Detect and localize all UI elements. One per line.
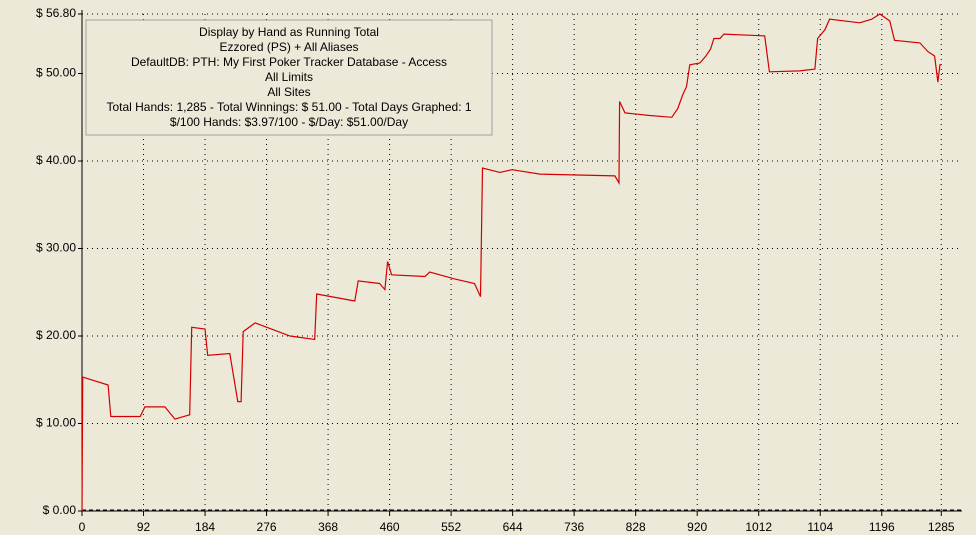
x-tick-label: 184 <box>195 520 215 534</box>
x-tick-label: 644 <box>503 520 523 534</box>
info-box-bg <box>85 19 493 136</box>
x-tick-label: 1196 <box>869 520 895 534</box>
x-tick-label: 552 <box>441 520 461 534</box>
info-line: Total Hands: 1,285 - Total Winnings: $ 5… <box>106 100 471 114</box>
y-tick-label: $ 56.80 <box>36 6 76 20</box>
y-tick-label: $ 50.00 <box>36 66 76 80</box>
x-tick-label: 828 <box>626 520 646 534</box>
info-line: Display by Hand as Running Total <box>199 25 379 39</box>
running-total-line <box>81 13 942 512</box>
x-tick-label: 1285 <box>928 520 955 534</box>
x-tick-label: 0 <box>79 520 86 534</box>
x-tick-label: 276 <box>257 520 277 534</box>
x-tick-label: 460 <box>380 520 400 534</box>
info-line: $/100 Hands: $3.97/100 - $/Day: $51.00/D… <box>170 115 408 129</box>
x-tick-label: 1012 <box>745 520 772 534</box>
info-line: All Limits <box>265 70 313 84</box>
y-tick-label: $ 0.00 <box>43 503 77 517</box>
y-tick-label: $ 10.00 <box>36 416 76 430</box>
y-tick-label: $ 20.00 <box>36 328 76 342</box>
x-tick-label: 1104 <box>807 520 833 534</box>
info-line: All Sites <box>267 85 310 99</box>
info-box: Display by Hand as Running TotalEzzored … <box>85 19 493 136</box>
x-tick-label: 368 <box>318 520 338 534</box>
info-line: Ezzored (PS) + All Aliases <box>219 40 358 54</box>
y-tick-label: $ 30.00 <box>36 241 76 255</box>
x-tick-label: 736 <box>564 520 584 534</box>
x-tick-label: 920 <box>687 520 707 534</box>
x-tick-label: 92 <box>137 520 151 534</box>
y-tick-label: $ 40.00 <box>36 153 76 167</box>
info-line: DefaultDB: PTH: My First Poker Tracker D… <box>131 55 447 69</box>
